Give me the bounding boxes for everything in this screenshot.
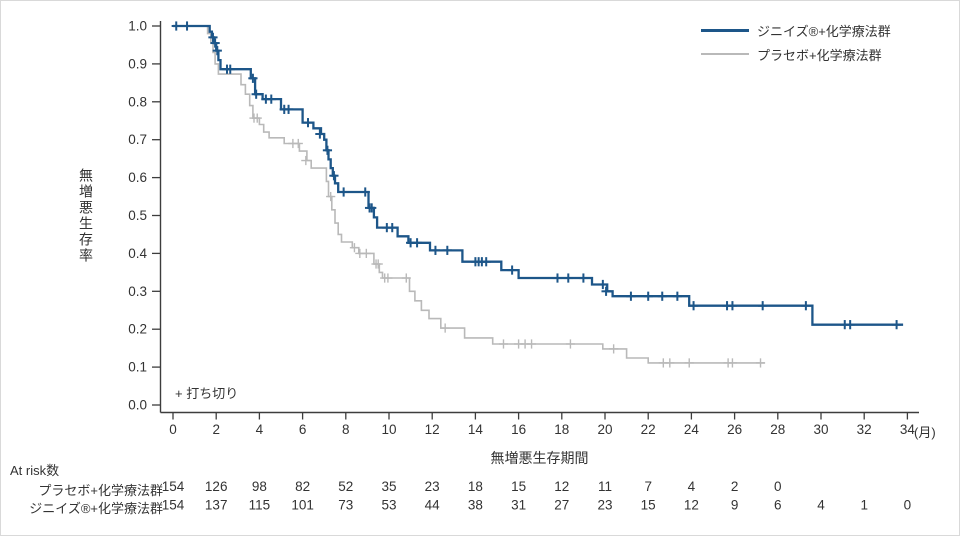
x-tick-label: 18 [554,422,569,437]
x-tick-label: 34 [900,422,916,437]
x-axis-title: 無増悪生存期間 [490,450,589,466]
at-risk-count: 27 [554,498,569,513]
at-risk-count: 154 [162,479,185,494]
at-risk-count: 98 [252,479,267,494]
legend-item-placebo: プラセボ+化学療法群 [701,46,891,63]
at-risk-count: 82 [295,479,310,494]
x-tick-label: 14 [468,422,484,437]
at-risk-count: 0 [904,498,912,513]
at-risk-count: 0 [774,479,782,494]
y-tick-label: 0.4 [128,246,147,261]
x-tick-label: 20 [597,422,612,437]
x-tick-label: 12 [425,422,440,437]
at-risk-count: 18 [468,479,483,494]
x-tick-label: 16 [511,422,526,437]
y-tick-label: 0.3 [128,284,147,299]
y-axis-title: 無増悪生存率 [78,168,94,264]
x-axis-unit-label: (月) [914,425,936,440]
at-risk-count: 4 [817,498,825,513]
x-tick-label: 22 [641,422,656,437]
at-risk-count: 101 [291,498,314,513]
x-tick-label: 10 [381,422,396,437]
x-tick-label: 6 [299,422,307,437]
legend: ジニイズ®+化学療法群 プラセボ+化学療法群 [701,22,891,70]
y-tick-label: 0.7 [128,132,147,147]
y-tick-label: 0.1 [128,360,147,375]
y-tick-label: 1.0 [128,19,147,34]
at-risk-count: 12 [554,479,569,494]
at-risk-row-label-placebo: プラセボ+化学療法群 [38,483,163,498]
at-risk-count: 44 [425,498,441,513]
y-tick-label: 0.0 [128,398,147,413]
legend-line-sample-treatment [701,28,749,32]
x-tick-label: 4 [256,422,264,437]
legend-label-placebo: プラセボ+化学療法群 [757,47,882,63]
at-risk-count: 126 [205,479,228,494]
y-tick-label: 0.6 [128,170,147,185]
x-tick-label: 26 [727,422,742,437]
at-risk-count: 12 [684,498,699,513]
at-risk-count: 31 [511,498,526,513]
x-tick-label: 8 [342,422,350,437]
at-risk-count: 73 [338,498,353,513]
at-risk-count: 23 [425,479,440,494]
legend-label-treatment: ジニイズ®+化学療法群 [757,23,891,39]
at-risk-count: 38 [468,498,483,513]
at-risk-count: 137 [205,498,228,513]
censor-note: + 打ち切り [175,386,239,401]
y-tick-label: 0.8 [128,94,147,109]
at-risk-count: 6 [774,498,782,513]
x-tick-label: 30 [813,422,828,437]
at-risk-count: 1 [860,498,868,513]
x-tick-label: 2 [212,422,220,437]
at-risk-count: 35 [381,479,396,494]
at-risk-count: 53 [381,498,396,513]
at-risk-count: 23 [597,498,612,513]
at-risk-row-label-treatment: ジニイズ®+化学療法群 [29,501,163,516]
at-risk-count: 154 [162,498,185,513]
x-tick-label: 24 [684,422,700,437]
series-line-0 [173,24,904,326]
series-line-1 [173,25,765,364]
at-risk-count: 9 [731,498,739,513]
at-risk-count: 52 [338,479,353,494]
x-tick-label: 0 [169,422,177,437]
at-risk-count: 15 [511,479,526,494]
x-tick-label: 32 [857,422,872,437]
legend-line-sample-placebo [701,53,749,55]
x-tick-label: 28 [770,422,785,437]
y-tick-label: 0.9 [128,56,147,71]
at-risk-count: 4 [688,479,696,494]
at-risk-count: 15 [641,498,656,513]
at-risk-count: 11 [598,479,612,494]
at-risk-count: 7 [644,479,652,494]
y-tick-label: 0.5 [128,208,147,223]
at-risk-header: At risk数 [10,463,60,478]
at-risk-count: 2 [731,479,739,494]
y-tick-label: 0.2 [128,322,147,337]
legend-item-treatment: ジニイズ®+化学療法群 [701,22,891,39]
at-risk-count: 115 [249,498,271,513]
